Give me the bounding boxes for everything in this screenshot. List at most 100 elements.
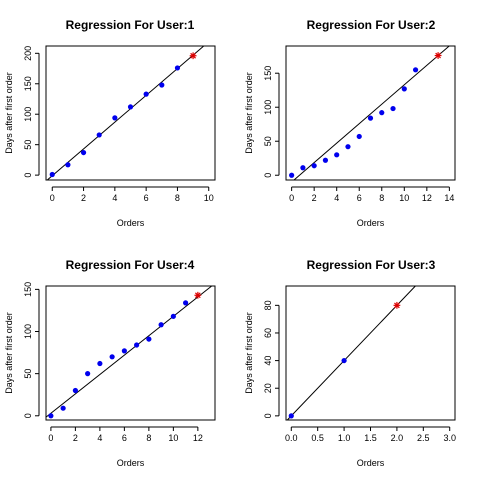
chart-4: Regression For User:30.0 0.5 1.0 1.5 2.0 2.5 3… [244, 258, 456, 468]
prediction-point [394, 302, 401, 309]
data-point [110, 354, 115, 359]
x-tick-label: 10 [204, 193, 214, 203]
x-tick-label: 8 [379, 193, 384, 203]
data-point [390, 106, 395, 111]
y-axis-label: Days after first order [244, 312, 254, 394]
x-axis-label: Orders [117, 458, 145, 468]
x-tick-label: 4 [112, 193, 117, 203]
x-tick-label: 6 [357, 193, 362, 203]
y-axis-label: Days after first order [244, 72, 254, 154]
y-tick-label: 150 [263, 66, 273, 81]
chart-title: Regression For User:1 [66, 18, 195, 32]
data-point [61, 406, 66, 411]
data-point [97, 132, 102, 137]
y-tick-label: 0 [23, 173, 33, 178]
data-point [85, 371, 90, 376]
prediction-point [435, 52, 442, 59]
data-point [289, 173, 294, 178]
y-tick-label: 60 [263, 328, 273, 338]
x-tick-label: 2.0 [391, 433, 404, 443]
x-tick-label: 3.0 [443, 433, 456, 443]
x-tick-label: 6 [122, 433, 127, 443]
x-tick-label: 0.0 [285, 433, 298, 443]
chart-2: Regression For User:2 0 2 4 6 8 10 12 14 0 50 100 15… [244, 18, 455, 228]
x-tick-label: 2 [73, 433, 78, 443]
y-tick-label: 0 [263, 173, 273, 178]
data-point [368, 116, 373, 121]
y-tick-label: 40 [263, 356, 273, 366]
regression-line [46, 286, 212, 417]
prediction-point [194, 292, 201, 299]
data-point [345, 144, 350, 149]
data-point [65, 162, 70, 167]
data-point [97, 361, 102, 366]
data-point [48, 413, 53, 418]
y-tick-label: 20 [263, 383, 273, 393]
y-tick-label: 100 [263, 100, 273, 115]
data-point [379, 110, 384, 115]
x-axis-label: Orders [357, 218, 385, 228]
y-tick-label: 50 [23, 140, 33, 150]
data-point [81, 150, 86, 155]
y-tick-label: 200 [23, 46, 33, 61]
data-point [159, 82, 164, 87]
data-point [402, 86, 407, 91]
chart-title: Regression For User:4 [66, 258, 195, 272]
data-point [334, 152, 339, 157]
x-tick-label: 0.5 [311, 433, 324, 443]
data-point [300, 165, 305, 170]
x-tick-label: 4 [334, 193, 339, 203]
chart-title: Regression For User:2 [307, 18, 436, 32]
x-tick-label: 0 [50, 193, 55, 203]
plot-frame [46, 286, 215, 420]
data-point [183, 300, 188, 305]
chart-3: Regression For User:4 0 2 4 6 8 10 12 0 50 100 150 O… [4, 258, 215, 468]
y-tick-label: 100 [23, 324, 33, 339]
x-tick-label: 10 [399, 193, 409, 203]
x-tick-label: 2 [81, 193, 86, 203]
x-tick-label: 2.5 [417, 433, 430, 443]
y-tick-label: 50 [23, 369, 33, 379]
data-point [122, 348, 127, 353]
plot-frame [286, 46, 455, 180]
x-axis-label: Orders [357, 458, 385, 468]
data-point [175, 65, 180, 70]
data-point [73, 388, 78, 393]
data-point [357, 134, 362, 139]
y-tick-label: 150 [23, 282, 33, 297]
data-point [144, 92, 149, 97]
regression-line [47, 46, 203, 180]
x-tick-label: 12 [422, 193, 432, 203]
x-tick-label: 10 [168, 433, 178, 443]
y-tick-label: 0 [23, 413, 33, 418]
y-axis-label: Days after first order [4, 72, 14, 154]
data-point [50, 172, 55, 177]
x-tick-label: 2 [312, 193, 317, 203]
x-tick-label: 0 [289, 193, 294, 203]
y-tick-label: 50 [263, 136, 273, 146]
x-tick-label: 4 [97, 433, 102, 443]
y-tick-label: 80 [263, 300, 273, 310]
y-axis-label: Days after first order [4, 312, 14, 394]
x-tick-label: 6 [144, 193, 149, 203]
y-tick-label: 0 [263, 413, 273, 418]
data-point [413, 67, 418, 72]
data-point [146, 336, 151, 341]
regression-line [294, 46, 449, 180]
x-axis-label: Orders [117, 218, 145, 228]
prediction-point [190, 52, 197, 59]
x-tick-label: 1.5 [364, 433, 377, 443]
data-point [341, 358, 346, 363]
data-point [159, 322, 164, 327]
data-point [289, 413, 294, 418]
x-tick-label: 8 [175, 193, 180, 203]
data-point [312, 163, 317, 168]
plot-frame [286, 286, 455, 420]
data-point [112, 115, 117, 120]
x-tick-label: 14 [444, 193, 454, 203]
data-point [323, 158, 328, 163]
chart-1: Regression For User:10 2 4 6 8 10050100150200… [4, 18, 215, 228]
y-tick-label: 100 [23, 107, 33, 122]
data-point [134, 342, 139, 347]
